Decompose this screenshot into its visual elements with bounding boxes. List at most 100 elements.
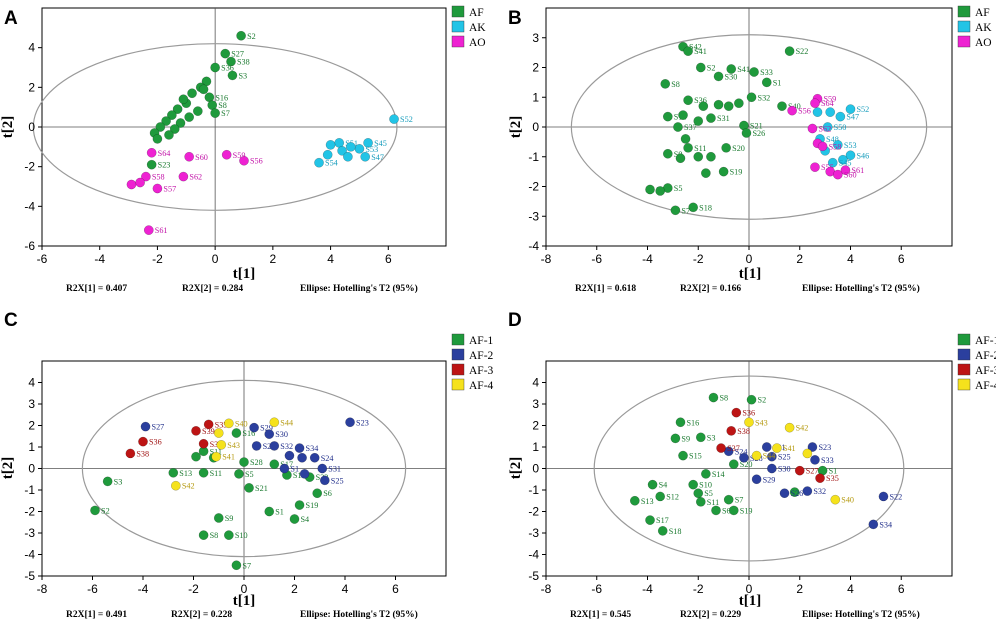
legend-label: AF-4 xyxy=(469,380,494,392)
y-tick-label: -3 xyxy=(528,209,539,223)
data-point xyxy=(751,450,762,461)
point-label: S1 xyxy=(275,508,284,517)
data-point xyxy=(830,494,841,505)
point-label: S31 xyxy=(717,114,730,123)
y-tick-label: -2 xyxy=(24,160,35,174)
point-label: S36 xyxy=(221,64,234,73)
point-label: S30 xyxy=(725,72,738,81)
point-label: S32 xyxy=(758,93,771,102)
data-point xyxy=(645,184,655,195)
data-point xyxy=(155,122,166,132)
data-point xyxy=(169,124,180,134)
point-label: S11 xyxy=(210,447,222,456)
data-point xyxy=(178,94,189,105)
point-label: S20 xyxy=(740,460,753,469)
point-label: S61 xyxy=(851,166,864,175)
legend-swatch xyxy=(957,378,971,391)
y-tick-label: 2 xyxy=(532,419,539,433)
data-point xyxy=(647,479,658,490)
point-label: S6 xyxy=(722,506,731,515)
y-axis-title: t[2] xyxy=(508,116,524,139)
data-point xyxy=(146,159,157,170)
data-point xyxy=(655,186,666,196)
point-label: S60 xyxy=(195,153,208,162)
data-point xyxy=(234,469,244,479)
point-label: S43 xyxy=(227,441,240,450)
point-label: S48 xyxy=(826,135,839,144)
data-point xyxy=(192,106,203,116)
y-tick-label: 0 xyxy=(532,462,539,476)
y-tick-label: 3 xyxy=(532,31,539,45)
hotelling-ellipse xyxy=(570,34,928,220)
point-label: S2 xyxy=(707,64,716,73)
legend-swatch xyxy=(451,363,465,376)
y-tick-label: 1 xyxy=(532,440,539,454)
point-label: S23 xyxy=(356,418,369,427)
data-point xyxy=(711,505,721,516)
y-tick-label: -2 xyxy=(528,505,539,519)
x-tick-label: -8 xyxy=(37,582,48,596)
y-tick-label: 2 xyxy=(28,80,35,94)
point-label: S2 xyxy=(758,396,767,405)
point-label: S14 xyxy=(712,470,725,479)
data-point xyxy=(345,141,356,152)
data-point xyxy=(102,476,113,487)
x-tick-label: 6 xyxy=(898,252,905,266)
r2x1-stat: R2X[1] = 0.545 xyxy=(570,610,631,620)
data-point xyxy=(363,138,373,148)
point-label: S45 xyxy=(839,159,852,168)
x-tick-label: -6 xyxy=(591,252,602,266)
data-point xyxy=(345,417,355,428)
legend-swatch xyxy=(957,333,971,346)
data-point xyxy=(224,418,234,429)
point-label: S19 xyxy=(740,506,753,515)
point-label: S32 xyxy=(280,442,293,451)
data-point xyxy=(146,147,157,158)
point-label: S41 xyxy=(694,47,707,56)
legend-swatch xyxy=(957,348,971,361)
data-point xyxy=(294,443,305,453)
legend-label: AF-1 xyxy=(469,335,494,347)
point-label: S42 xyxy=(689,43,702,52)
data-point xyxy=(779,488,790,499)
data-point xyxy=(294,500,305,510)
data-point xyxy=(734,98,744,109)
point-label: S42 xyxy=(182,482,195,491)
data-point xyxy=(670,205,681,216)
data-point xyxy=(673,122,683,132)
data-point xyxy=(706,151,716,162)
data-point xyxy=(187,88,197,99)
panel-A: A -6 -4 -2 0 2 4 6 -6 -4 -2 0 2 4 t[1] t[2] R2X[1] = 0.4… xyxy=(0,5,486,294)
point-label: S53 xyxy=(365,145,378,154)
data-point xyxy=(249,422,259,433)
point-label: S6 xyxy=(323,489,332,498)
data-point xyxy=(213,513,224,523)
data-point xyxy=(297,452,307,463)
y-tick-label: -2 xyxy=(24,505,35,519)
data-point xyxy=(812,107,823,117)
r2x2-stat: R2X[2] = 0.166 xyxy=(680,284,741,294)
data-point xyxy=(244,483,254,493)
y-tick-label: 1 xyxy=(532,90,539,104)
point-label: S19 xyxy=(306,501,319,510)
data-point xyxy=(810,162,820,173)
panel-letter: D xyxy=(508,310,522,331)
data-point xyxy=(172,104,183,115)
data-point xyxy=(802,448,813,459)
point-label: S33 xyxy=(760,68,773,77)
data-point xyxy=(645,515,655,525)
point-label: S37 xyxy=(210,440,223,449)
y-axis-title: t[2] xyxy=(508,457,524,480)
data-point xyxy=(683,142,693,153)
x-axis-title: t[1] xyxy=(739,593,762,609)
point-label: S36 xyxy=(149,438,162,447)
data-point xyxy=(766,451,777,462)
point-label: S45 xyxy=(374,139,387,148)
data-point xyxy=(675,417,686,428)
data-point xyxy=(701,469,711,479)
y-tick-label: -5 xyxy=(528,569,539,583)
data-point xyxy=(835,111,846,122)
data-point xyxy=(152,134,163,144)
data-point xyxy=(832,140,843,150)
y-tick-label: -5 xyxy=(24,569,35,583)
